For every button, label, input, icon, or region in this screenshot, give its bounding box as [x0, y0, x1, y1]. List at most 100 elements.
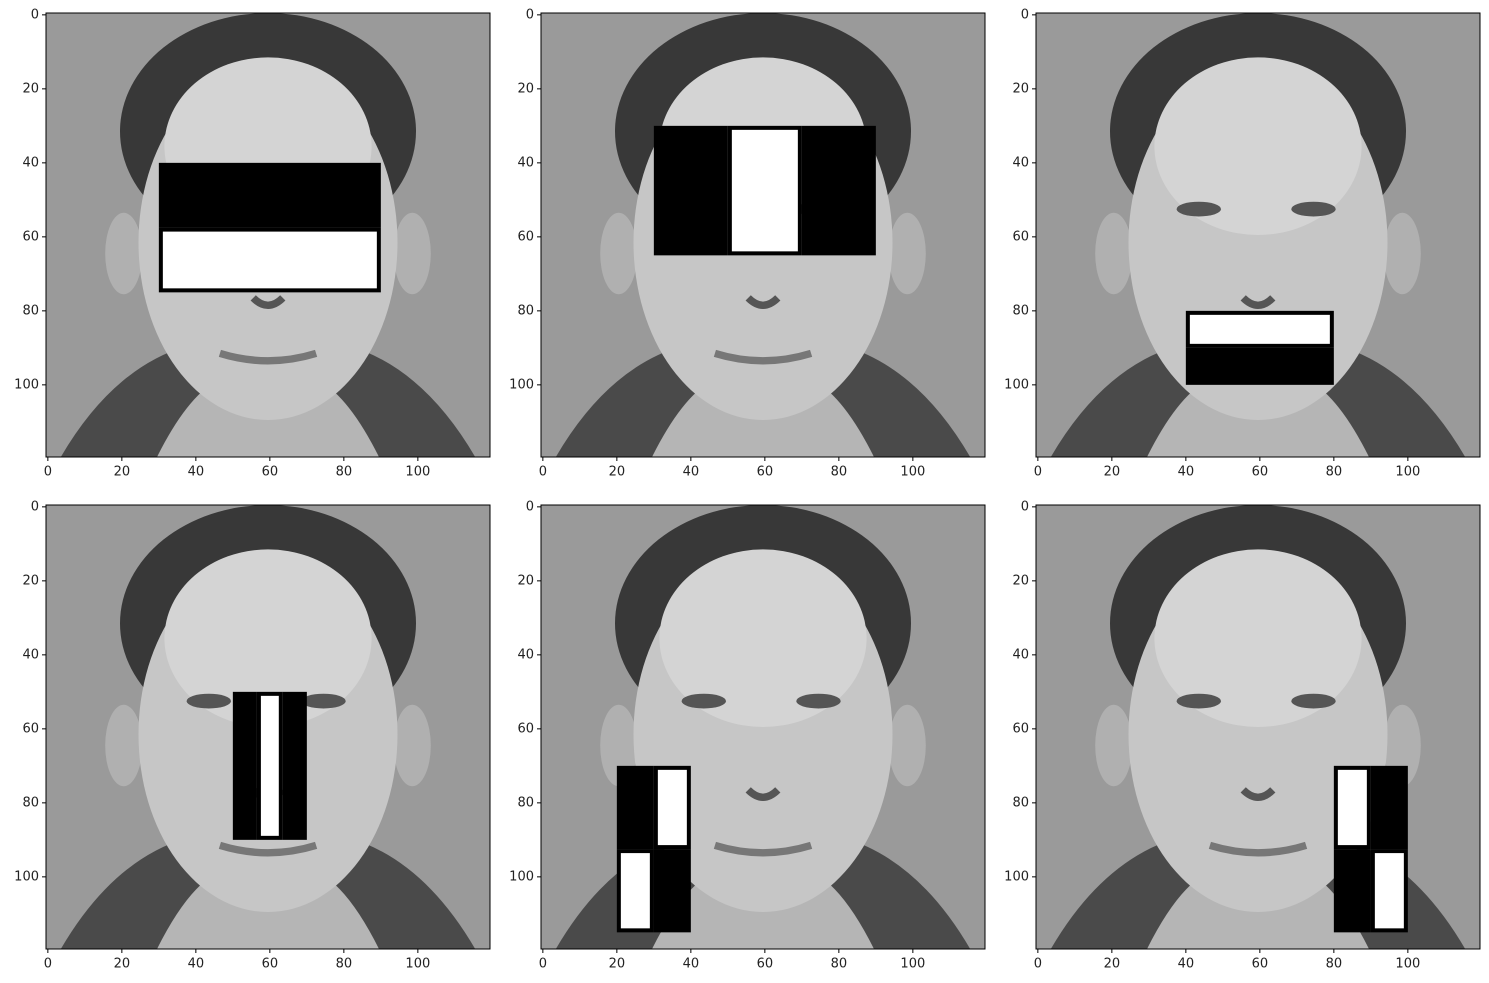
x-tick-label: 80: [336, 957, 353, 972]
y-tick-label: 40: [1012, 155, 1029, 170]
y-tick-label: 100: [14, 869, 39, 884]
feature-region: [616, 849, 654, 933]
nose: [745, 295, 781, 309]
feature-region: [801, 125, 876, 256]
y-tick-label: 60: [22, 721, 39, 736]
feature-region: [653, 849, 691, 933]
mouth: [218, 841, 318, 857]
axes-frame: [1035, 12, 1481, 458]
face-image: [46, 13, 490, 457]
axes: [46, 505, 490, 949]
mouth: [713, 349, 813, 365]
x-tick-label: 20: [1104, 465, 1121, 480]
x-tick-label: 80: [1326, 957, 1343, 972]
axes-frame: [1035, 504, 1481, 950]
y-tick-label: 100: [1004, 869, 1029, 884]
y-tick-label: 20: [1012, 81, 1029, 96]
ear-right: [1383, 212, 1421, 295]
eye-right: [1291, 693, 1336, 709]
x-tick-label: 60: [1252, 465, 1269, 480]
y-tick-label: 60: [517, 721, 534, 736]
feature-region: [653, 125, 728, 256]
feature-region: [256, 691, 283, 840]
eye-left: [1176, 693, 1221, 709]
forehead: [1154, 57, 1362, 236]
mouth: [218, 349, 318, 365]
y-tick-label: 60: [517, 229, 534, 244]
x-tick-label: 20: [1104, 957, 1121, 972]
x-tick-label: 0: [539, 957, 547, 972]
nose: [745, 787, 781, 801]
y-tick-label: 80: [517, 303, 534, 318]
y-tick-label: 20: [1012, 573, 1029, 588]
y-tick-label: 80: [1012, 795, 1029, 810]
y-tick-label: 40: [22, 647, 39, 662]
feature-region: [616, 765, 654, 850]
x-tick-label: 20: [114, 465, 131, 480]
ear-left: [1095, 704, 1133, 787]
axes-frame: [45, 504, 491, 950]
x-tick-label: 60: [262, 465, 279, 480]
x-tick-label: 100: [1395, 957, 1420, 972]
y-tick-label: 60: [22, 229, 39, 244]
face-image: [1036, 505, 1480, 949]
x-tick-label: 100: [405, 957, 430, 972]
x-tick-label: 40: [683, 465, 700, 480]
face-image: [1036, 13, 1480, 457]
feature-region: [727, 125, 802, 256]
ear-left: [105, 212, 143, 295]
feature-region: [1370, 849, 1408, 933]
y-tick-label: 0: [1021, 499, 1029, 514]
nose: [1240, 787, 1276, 801]
forehead: [164, 549, 372, 727]
axes-frame: [540, 504, 986, 950]
axes: [46, 13, 490, 457]
feature-region: [1370, 765, 1408, 850]
ear-right: [393, 212, 431, 295]
y-tick-label: 60: [1012, 229, 1029, 244]
y-tick-label: 0: [526, 7, 534, 22]
y-tick-label: 0: [1021, 7, 1029, 22]
feature-region: [653, 765, 691, 850]
eye-right: [301, 693, 346, 709]
y-tick-label: 0: [31, 499, 39, 514]
x-tick-label: 60: [262, 957, 279, 972]
feature-region: [158, 227, 381, 293]
nose: [250, 295, 286, 309]
x-tick-label: 40: [1178, 465, 1195, 480]
y-tick-label: 40: [1012, 647, 1029, 662]
y-tick-label: 100: [509, 377, 534, 392]
x-tick-label: 40: [683, 957, 700, 972]
x-tick-label: 80: [831, 957, 848, 972]
nose: [1240, 295, 1276, 309]
y-tick-label: 20: [22, 81, 39, 96]
face-image: [541, 505, 985, 949]
x-tick-label: 20: [114, 957, 131, 972]
feature-region: [158, 162, 381, 228]
x-tick-label: 40: [188, 957, 205, 972]
axes-frame: [45, 12, 491, 458]
x-tick-label: 0: [1034, 465, 1042, 480]
x-tick-label: 60: [1252, 957, 1269, 972]
mouth: [713, 841, 813, 857]
y-tick-label: 20: [517, 573, 534, 588]
y-tick-label: 40: [22, 155, 39, 170]
x-tick-label: 80: [831, 465, 848, 480]
axes: [541, 13, 985, 457]
ear-right: [888, 212, 926, 295]
forehead: [1154, 549, 1362, 727]
x-tick-label: 60: [757, 957, 774, 972]
feature-region: [1185, 310, 1334, 348]
x-tick-label: 100: [405, 465, 430, 480]
x-tick-label: 100: [900, 957, 925, 972]
x-tick-label: 20: [609, 465, 626, 480]
x-tick-label: 80: [336, 465, 353, 480]
axes: [1036, 13, 1480, 457]
y-tick-label: 80: [517, 795, 534, 810]
y-tick-label: 60: [1012, 721, 1029, 736]
y-tick-label: 20: [22, 573, 39, 588]
feature-region: [282, 691, 307, 840]
x-tick-label: 0: [539, 465, 547, 480]
axes: [1036, 505, 1480, 949]
